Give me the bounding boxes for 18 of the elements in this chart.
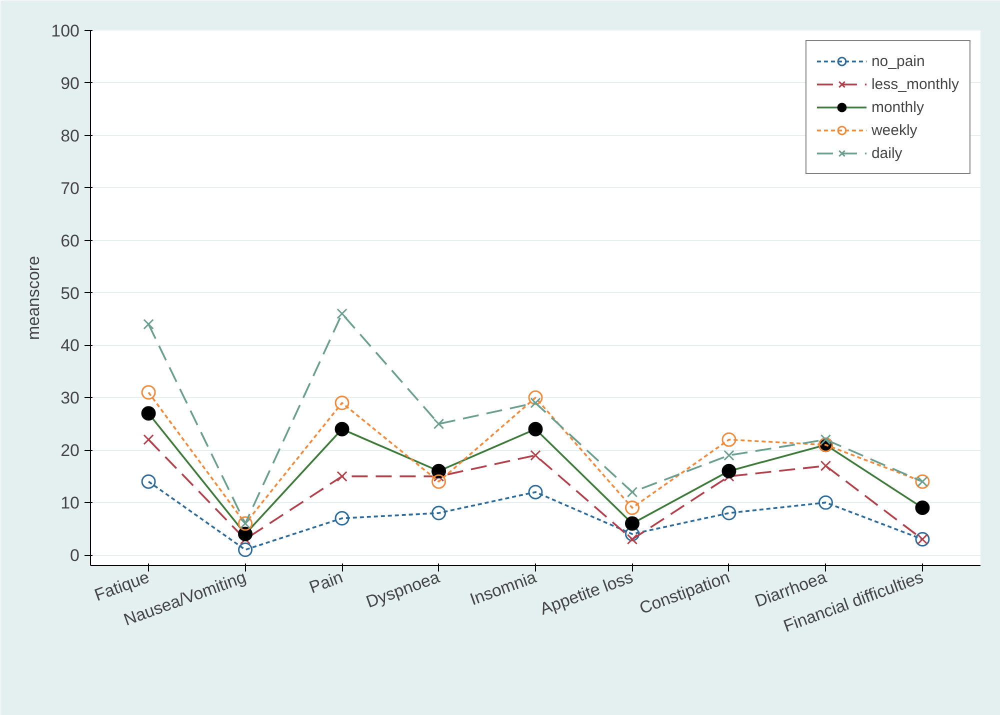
y-tick-label: 80 bbox=[60, 126, 80, 146]
legend-label: daily bbox=[871, 144, 902, 162]
y-tick-label: 50 bbox=[60, 284, 80, 303]
y-tick-label: 60 bbox=[60, 231, 80, 250]
y-tick-label: 10 bbox=[60, 494, 80, 513]
y-axis-title: meanscore bbox=[24, 256, 44, 340]
y-tick-label: 20 bbox=[60, 441, 80, 460]
y-tick-label: 100 bbox=[51, 22, 80, 40]
y-tick-label: 70 bbox=[60, 178, 80, 198]
x-tick-label: Pain bbox=[306, 568, 346, 598]
legend-label: less_monthly bbox=[871, 76, 959, 92]
y-tick-label: 0 bbox=[70, 546, 80, 566]
legend-label: monthly bbox=[871, 98, 924, 116]
y-tick-label: 30 bbox=[60, 388, 80, 408]
y-tick-label: 40 bbox=[60, 336, 80, 356]
y-tick-label: 90 bbox=[60, 74, 80, 93]
legend-label: no_pain bbox=[871, 52, 925, 70]
legend-label: weekly bbox=[871, 122, 918, 138]
